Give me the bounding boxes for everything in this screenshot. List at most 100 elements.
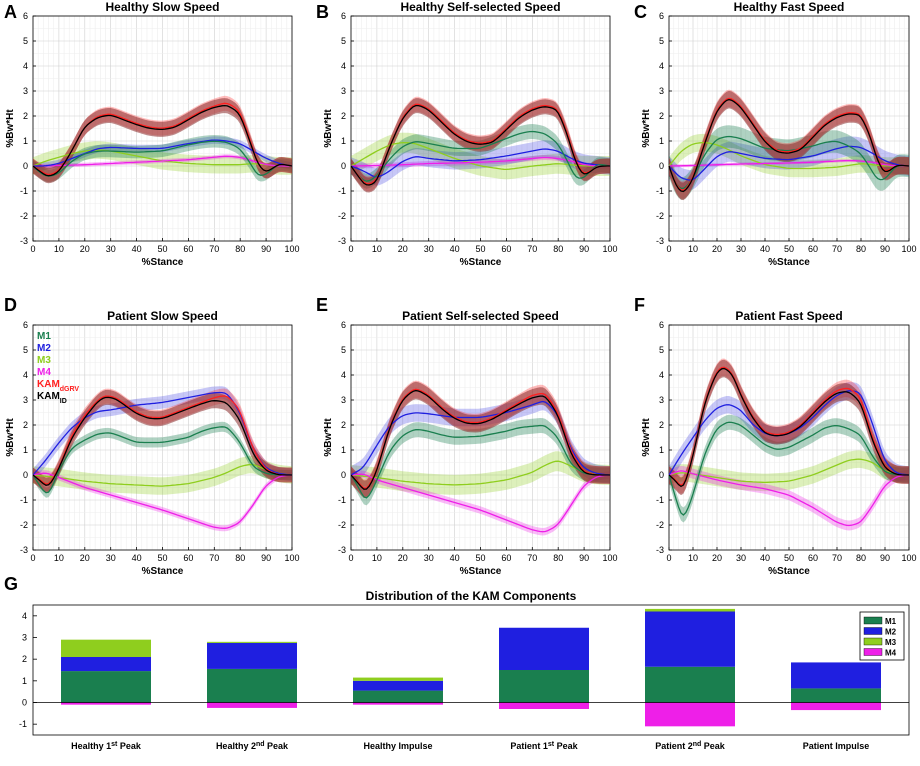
x-tick-label: 100 (901, 553, 916, 563)
legend-label-M3: M3 (885, 638, 897, 647)
x-tick-label: 90 (579, 553, 589, 563)
panel-letter: D (4, 295, 17, 315)
x-tick-label: 0 (666, 244, 671, 254)
bar-M3 (61, 639, 151, 657)
y-tick-label: 3 (659, 395, 664, 405)
series-line-KAMID (350, 389, 610, 490)
y-tick-label: -2 (656, 520, 664, 530)
series-line-M1 (32, 426, 292, 494)
x-tick-label: 50 (475, 244, 485, 254)
y-axis-label: %Bw*Ht (641, 109, 652, 148)
grid (32, 15, 293, 242)
legend-swatch-M2 (863, 627, 883, 635)
y-tick-label: 4 (659, 61, 664, 71)
y-tick-label: -1 (656, 186, 664, 196)
series-band-KAMID (669, 90, 909, 201)
series-band-KAMID (351, 98, 610, 193)
y-tick-label: -1 (338, 186, 346, 196)
series-line-M1 (32, 140, 293, 177)
y-tick-label: -2 (20, 211, 28, 221)
x-tick-label: 90 (579, 244, 589, 254)
y-tick-label: 5 (23, 345, 28, 355)
y-tick-label: 6 (659, 11, 664, 21)
y-tick-label: 4 (22, 611, 27, 621)
x-tick-label: 0 (348, 553, 353, 563)
bar-M3 (353, 677, 443, 681)
panel-letter: A (4, 2, 17, 22)
series-line-M2 (33, 139, 293, 167)
series-line-M1 (350, 424, 610, 499)
x-tick-label: 20 (712, 244, 722, 254)
x-axis-label: %Stance (460, 566, 502, 577)
y-tick-label: 0 (341, 161, 346, 171)
series-line-KAMID (668, 367, 909, 488)
series-band-M3 (669, 133, 909, 178)
x-tick-label: 50 (784, 553, 794, 563)
x-tick-label: Healthy 1st Peak (71, 741, 142, 752)
x-tick-label: 60 (183, 553, 193, 563)
x-tick-label: 80 (235, 553, 245, 563)
bar-M4 (645, 702, 735, 727)
legend-item-2: M3 (37, 355, 51, 366)
bar-M4 (207, 702, 297, 708)
legend-item-0: M1 (37, 331, 51, 342)
y-tick-label: 0 (659, 470, 664, 480)
panel-title: Patient Slow Speed (107, 309, 218, 323)
panel-title: Healthy Self-selected Speed (400, 0, 560, 14)
x-tick-label: 100 (284, 244, 299, 254)
series-line-M1 (668, 421, 909, 516)
series-line-M1 (668, 135, 910, 190)
series-band-KAMID (669, 359, 909, 496)
y-tick-label: 5 (659, 36, 664, 46)
series-line-M4 (32, 155, 292, 167)
series-line-KAMID (32, 104, 293, 177)
y-tick-label: 2 (23, 420, 28, 430)
y-tick-label: 0 (659, 161, 664, 171)
x-tick-label: 90 (880, 244, 890, 254)
y-tick-label: -1 (19, 719, 27, 729)
x-tick-label: 50 (475, 553, 485, 563)
x-tick-label: Patient 2nd Peak (655, 741, 726, 752)
legend-label-M4: M4 (885, 649, 897, 658)
bar-M2 (207, 642, 297, 669)
panel-letter: G (4, 574, 18, 594)
series-band-M3 (351, 451, 610, 495)
x-tick-label: 90 (261, 553, 271, 563)
plot-frame (32, 604, 910, 736)
series-line-M2 (350, 148, 611, 178)
bar-M1 (353, 690, 443, 703)
x-tick-label: 70 (832, 244, 842, 254)
x-tick-label: 90 (880, 553, 890, 563)
y-axis-label: %Bw*Ht (323, 109, 334, 148)
x-axis-label: %Stance (142, 566, 184, 577)
series-line-KAMID (350, 104, 610, 186)
y-axis-label: %Bw*Ht (641, 418, 652, 457)
x-tick-label: 70 (527, 553, 537, 563)
y-tick-label: -2 (338, 211, 346, 221)
y-tick-label: -3 (20, 236, 28, 246)
x-tick-label: 100 (602, 553, 617, 563)
y-tick-label: 5 (341, 36, 346, 46)
x-tick-label: 20 (398, 553, 408, 563)
series-line-M4 (32, 472, 293, 529)
series-line-M2 (668, 145, 910, 181)
y-tick-label: -3 (656, 236, 664, 246)
series-band-KAMID (33, 98, 292, 184)
x-tick-label: 60 (501, 553, 511, 563)
y-tick-label: -1 (20, 186, 28, 196)
y-tick-label: -2 (656, 211, 664, 221)
panel-title: Distribution of the KAM Components (366, 589, 577, 603)
series-line-M3 (668, 141, 909, 170)
series-band-M2 (351, 140, 610, 186)
y-tick-label: 6 (23, 11, 28, 21)
series-line-M3 (350, 460, 611, 486)
legend-label-M2: M2 (885, 628, 897, 637)
x-tick-label: 10 (372, 244, 382, 254)
legend-swatch-M4 (863, 648, 883, 656)
